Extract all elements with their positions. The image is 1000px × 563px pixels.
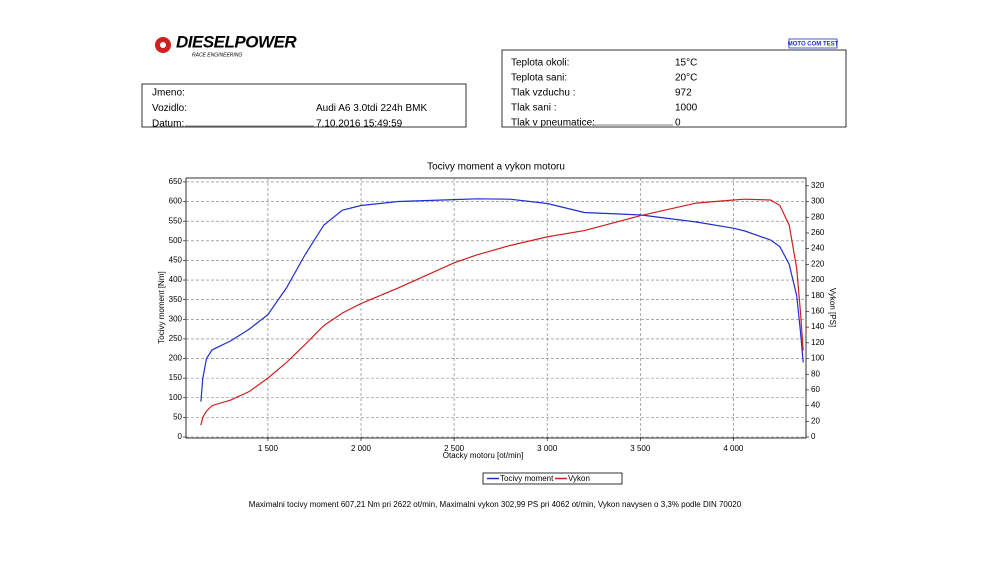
vehicle-box (141, 83, 467, 128)
y2-tick-label: 80 (811, 369, 820, 378)
legend-box (482, 472, 623, 485)
x-tick-label: 2 500 (444, 444, 465, 453)
y-tick-label: 350 (169, 295, 183, 304)
y-tick-label: 600 (169, 197, 183, 206)
y-tick-label: 100 (169, 393, 183, 402)
conditions-box (501, 49, 847, 128)
y2-tick-label: 220 (811, 259, 825, 268)
y-tick-label: 150 (169, 373, 183, 382)
field-label: Teplota sani: (511, 73, 567, 84)
y2-tick-label: 0 (811, 432, 816, 441)
field-value: 15°C (675, 58, 697, 69)
x-tick-label: 2 000 (351, 444, 372, 453)
logo-icon-hole (160, 42, 166, 48)
y2-tick-label: 180 (811, 291, 825, 300)
field-label: Tlak vzduchu : (511, 88, 575, 99)
y-tick-label: 500 (169, 236, 183, 245)
field-label: Tlak sani : (511, 103, 557, 114)
y2-tick-label: 140 (811, 322, 825, 331)
legend-label: Vykon (568, 474, 590, 483)
y2-tick-label: 160 (811, 307, 825, 316)
x-tick-label: 4 000 (723, 444, 744, 453)
y-axis-label: Tocivy moment [Nm] (157, 271, 166, 343)
y-tick-label: 50 (173, 412, 182, 421)
series-line (200, 198, 804, 426)
legend-label: Tocivy moment (500, 474, 554, 483)
field-value: Audi A6 3.0tdi 224h BMK (316, 103, 428, 114)
field-value: 972 (675, 88, 692, 99)
y2-tick-label: 200 (811, 275, 825, 284)
field-label: Tlak v pneumatice: (511, 118, 595, 129)
y2-axis-label: Vykon [PS] (828, 288, 837, 327)
y2-tick-label: 280 (811, 212, 825, 221)
y2-tick-label: 260 (811, 228, 825, 237)
brand-box (788, 38, 838, 49)
logo: DIESELPOWER (176, 32, 297, 51)
series-line (200, 198, 804, 402)
x-tick-label: 3 500 (630, 444, 651, 453)
chart-title: Tocivy moment a vykon motoru (427, 162, 565, 173)
field-value: 0 (675, 118, 681, 129)
y2-tick-label: 320 (811, 181, 825, 190)
field-label: Datum: (152, 119, 184, 130)
y2-tick-label: 120 (811, 338, 825, 347)
y-tick-label: 550 (169, 216, 183, 225)
field-value: 20°C (675, 73, 697, 84)
logo-sub: RACE ENGINEERING (192, 52, 242, 58)
y2-tick-label: 300 (811, 197, 825, 206)
y2-tick-label: 40 (811, 401, 820, 410)
plot-area (185, 177, 807, 439)
field-label: Vozidlo: (152, 103, 187, 114)
footnote: Maximalni tocivy moment 607,21 Nm pri 26… (249, 500, 742, 509)
x-tick-label: 3 000 (537, 444, 558, 453)
x-tick-label: 1 500 (258, 444, 279, 453)
y2-tick-label: 240 (811, 244, 825, 253)
field-label: Teplota okoli: (511, 58, 569, 69)
y-tick-label: 450 (169, 256, 183, 265)
y2-tick-label: 60 (811, 385, 820, 394)
y-tick-label: 200 (169, 354, 183, 363)
field-label: Jmeno: (152, 88, 185, 99)
y2-tick-label: 100 (811, 354, 825, 363)
x-axis-label: Otacky motoru [ot/min] (443, 451, 523, 460)
y-tick-label: 250 (169, 334, 183, 343)
y-tick-label: 0 (178, 432, 183, 441)
brand: MOTO COM TEST (788, 42, 839, 48)
y-tick-label: 300 (169, 314, 183, 323)
y-tick-label: 650 (169, 177, 183, 186)
y-tick-label: 400 (169, 275, 183, 284)
field-value: 1000 (675, 103, 698, 114)
field-value: 7.10.2016 15:49:59 (316, 119, 403, 130)
y2-tick-label: 20 (811, 416, 820, 425)
